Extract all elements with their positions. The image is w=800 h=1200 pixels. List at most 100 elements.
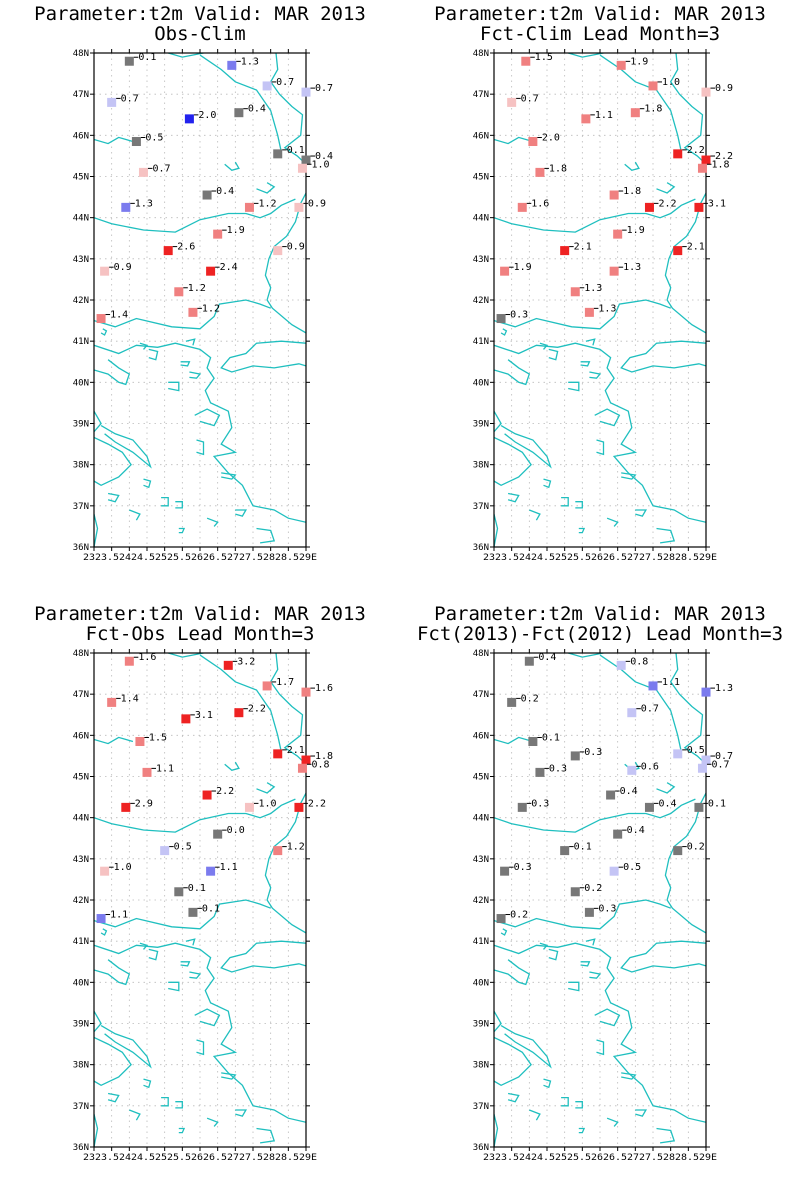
- station-marker: [273, 846, 283, 856]
- panel-subtitle: Fct-Clim Lead Month=3: [479, 23, 721, 45]
- station-marker: [107, 97, 117, 107]
- panel-title: Parameter:t2m Valid: MAR 2013: [34, 3, 366, 25]
- station-marker: [521, 56, 531, 66]
- station-value: 1.2: [287, 842, 305, 853]
- lat-tick-label: 46N: [73, 731, 89, 741]
- lat-tick-label: 41N: [473, 337, 489, 347]
- station-value: 0.3: [598, 903, 616, 914]
- station-marker: [124, 56, 134, 66]
- station-value: 0.3: [510, 310, 528, 321]
- station-value: 2.1: [574, 242, 592, 253]
- lat-tick-label: 39N: [473, 420, 489, 430]
- lat-tick-label: 40N: [73, 378, 89, 388]
- station-marker: [524, 656, 534, 666]
- coastline: [94, 653, 306, 1147]
- station-marker: [294, 802, 304, 812]
- station-marker: [174, 887, 184, 897]
- lat-tick-label: 42N: [473, 296, 489, 306]
- lat-tick-label: 38N: [73, 461, 89, 471]
- station-marker: [701, 155, 711, 165]
- station-value: 0.8: [311, 759, 329, 770]
- station-marker: [697, 763, 707, 773]
- station-value: 1.8: [315, 751, 333, 762]
- station-value: 1.0: [311, 159, 329, 170]
- lon-tick-labels: 2323.52424.52525.52626.52727.52828.529E: [483, 1153, 717, 1163]
- station-marker: [613, 829, 623, 839]
- station-marker: [701, 687, 711, 697]
- station-marker: [584, 307, 594, 317]
- lat-tick-label: 41N: [473, 937, 489, 947]
- lat-tick-label: 48N: [473, 49, 489, 59]
- panel-subtitle: Obs-Clim: [154, 23, 246, 45]
- station-value: 1.5: [149, 733, 167, 744]
- station-marker: [181, 714, 191, 724]
- station-value: 3.1: [195, 710, 213, 721]
- station-value: 0.2: [584, 883, 602, 894]
- grid-lines: [494, 653, 706, 1147]
- station-marker: [507, 697, 517, 707]
- panel-subtitle: Fct(2013)-Fct(2012) Lead Month=3: [416, 623, 784, 645]
- station-value: 2.6: [177, 242, 195, 253]
- station-marker: [616, 660, 626, 670]
- station-marker: [262, 681, 272, 691]
- station-value: 2.0: [198, 110, 216, 121]
- station-value: 1.8: [549, 163, 567, 174]
- lat-tick-label: 45N: [473, 173, 489, 183]
- station-value: 2.1: [687, 242, 705, 253]
- lat-tick-label: 43N: [473, 855, 489, 865]
- station-value: 0.5: [687, 745, 705, 756]
- station-value: 2.4: [220, 262, 238, 273]
- station-value: 0.1: [202, 903, 220, 914]
- station-marker: [206, 866, 216, 876]
- station-marker: [184, 114, 194, 124]
- station-value: 0.7: [315, 83, 333, 94]
- station-value: 0.9: [308, 198, 326, 209]
- lat-tick-label: 39N: [73, 1020, 89, 1030]
- station-marker: [142, 767, 152, 777]
- station-marker: [517, 802, 527, 812]
- station-marker: [244, 202, 254, 212]
- station-marker: [570, 287, 580, 297]
- lat-tick-label: 39N: [73, 420, 89, 430]
- station-marker: [644, 202, 654, 212]
- station-value: 0.2: [510, 910, 528, 921]
- panel-title: Parameter:t2m Valid: MAR 2013: [434, 3, 766, 25]
- station-marker: [535, 167, 545, 177]
- lat-tick-label: 42N: [473, 896, 489, 906]
- station-marker: [500, 266, 510, 276]
- station-marker: [297, 163, 307, 173]
- station-marker: [294, 202, 304, 212]
- station-marker: [609, 266, 619, 276]
- station-marker: [100, 866, 110, 876]
- station-value: 0.7: [641, 704, 659, 715]
- lat-tick-label: 44N: [473, 814, 489, 824]
- stations: 1.6 3.2 1.7 1.6 1.4 3.1 2.2 1.5 2.1 1.80.8 1.1 2.2 1…: [96, 652, 333, 924]
- station-marker: [174, 287, 184, 297]
- grid-lines: [94, 653, 306, 1147]
- station-value: 1.3: [241, 56, 259, 67]
- station-marker: [121, 802, 131, 812]
- station-marker: [107, 697, 117, 707]
- station-marker: [262, 81, 272, 91]
- station-marker: [131, 137, 141, 147]
- station-value: 0.5: [145, 133, 163, 144]
- lat-tick-label: 36N: [73, 543, 89, 553]
- station-value: 0.1: [287, 145, 305, 156]
- station-value: 1.3: [135, 198, 153, 209]
- panel-subtitle: Fct-Obs Lead Month=3: [85, 623, 315, 645]
- station-marker: [188, 307, 198, 317]
- station-value: 2.9: [135, 798, 153, 809]
- station-value: 0.4: [658, 798, 676, 809]
- station-value: 1.4: [110, 310, 128, 321]
- station-value: 2.2: [687, 145, 705, 156]
- panel-title: Parameter:t2m Valid: MAR 2013: [434, 603, 766, 625]
- station-marker: [500, 866, 510, 876]
- lon-tick-labels: 2323.52424.52525.52626.52727.52828.529E: [83, 1153, 317, 1163]
- station-value: 1.8: [711, 159, 729, 170]
- station-marker: [227, 60, 237, 70]
- panel-title: Parameter:t2m Valid: MAR 2013: [34, 603, 366, 625]
- station-value: 1.1: [595, 110, 613, 121]
- station-marker: [301, 755, 311, 765]
- station-value: 1.2: [188, 283, 206, 294]
- station-marker: [163, 246, 173, 256]
